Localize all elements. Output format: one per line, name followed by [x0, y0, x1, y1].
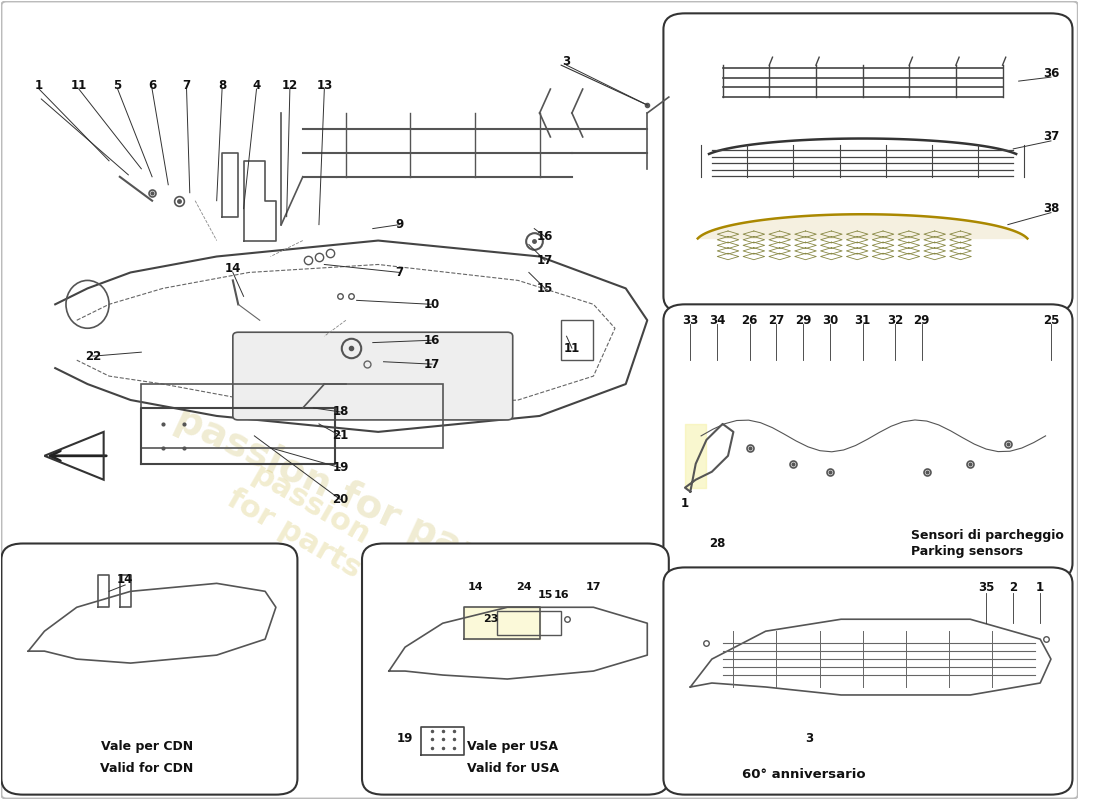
- Text: 21: 21: [332, 430, 349, 442]
- Text: 1: 1: [1036, 581, 1044, 594]
- Bar: [561, 320, 594, 360]
- Text: 11: 11: [70, 78, 87, 91]
- Text: 10: 10: [424, 298, 440, 311]
- Text: 29: 29: [795, 314, 812, 326]
- Text: 13: 13: [316, 78, 332, 91]
- Text: 17: 17: [424, 358, 440, 370]
- Text: 16: 16: [537, 230, 553, 243]
- Text: 18: 18: [332, 406, 349, 418]
- Text: 14: 14: [117, 573, 133, 586]
- Text: 7: 7: [183, 78, 190, 91]
- Text: passion
for parts: passion for parts: [222, 455, 384, 584]
- Text: 19: 19: [332, 462, 349, 474]
- Text: Valid for USA: Valid for USA: [466, 762, 559, 775]
- Text: 15: 15: [537, 282, 553, 295]
- Text: 14: 14: [224, 262, 241, 275]
- Text: Valid for CDN: Valid for CDN: [100, 762, 194, 775]
- Text: 28: 28: [710, 537, 725, 550]
- Text: 17: 17: [537, 254, 553, 267]
- FancyBboxPatch shape: [663, 567, 1072, 794]
- Text: 17: 17: [585, 582, 602, 592]
- Text: 38: 38: [1043, 202, 1059, 215]
- Text: 8: 8: [218, 78, 227, 91]
- Text: 7: 7: [396, 266, 404, 279]
- FancyBboxPatch shape: [362, 543, 669, 794]
- Text: 2: 2: [1009, 581, 1018, 594]
- Text: 20: 20: [332, 493, 349, 506]
- Text: 30: 30: [822, 314, 838, 326]
- FancyBboxPatch shape: [663, 14, 1072, 312]
- FancyBboxPatch shape: [233, 332, 513, 420]
- Text: 3: 3: [562, 54, 571, 68]
- Text: Sensori di parcheggio
Parking sensors: Sensori di parcheggio Parking sensors: [911, 529, 1064, 558]
- Text: 27: 27: [768, 314, 784, 326]
- Text: 11: 11: [564, 342, 580, 354]
- Text: 16: 16: [424, 334, 440, 346]
- Text: 14: 14: [468, 582, 483, 592]
- Text: 22: 22: [85, 350, 101, 362]
- Text: Vale per USA: Vale per USA: [468, 740, 558, 754]
- Text: 23: 23: [484, 614, 499, 624]
- Text: 25: 25: [1043, 314, 1059, 326]
- Text: 1: 1: [681, 497, 689, 510]
- Text: 26: 26: [741, 314, 758, 326]
- Text: 19: 19: [397, 732, 414, 746]
- Text: 15: 15: [537, 590, 552, 600]
- Bar: [141, 384, 442, 448]
- Text: 32: 32: [887, 314, 903, 326]
- Text: 35: 35: [978, 581, 994, 594]
- Bar: [496, 611, 561, 635]
- Text: 34: 34: [710, 314, 725, 326]
- Text: 1: 1: [35, 78, 43, 91]
- Text: 60° anniversario: 60° anniversario: [741, 768, 866, 781]
- Polygon shape: [697, 214, 1027, 238]
- FancyBboxPatch shape: [1, 543, 297, 794]
- Text: 5: 5: [113, 78, 122, 91]
- Text: 16: 16: [553, 590, 569, 600]
- Text: 37: 37: [1043, 130, 1059, 143]
- Text: passion for parts: passion for parts: [169, 400, 522, 591]
- Text: 29: 29: [914, 314, 929, 326]
- Text: 9: 9: [396, 218, 404, 231]
- Text: 4: 4: [252, 78, 261, 91]
- Text: 12: 12: [282, 78, 298, 91]
- Text: 24: 24: [516, 582, 531, 592]
- FancyBboxPatch shape: [663, 304, 1072, 579]
- Text: 3: 3: [805, 732, 813, 746]
- Text: Vale per CDN: Vale per CDN: [101, 740, 192, 754]
- Text: 36: 36: [1043, 66, 1059, 80]
- Text: 6: 6: [148, 78, 156, 91]
- Text: 33: 33: [682, 314, 698, 326]
- Text: 31: 31: [855, 314, 871, 326]
